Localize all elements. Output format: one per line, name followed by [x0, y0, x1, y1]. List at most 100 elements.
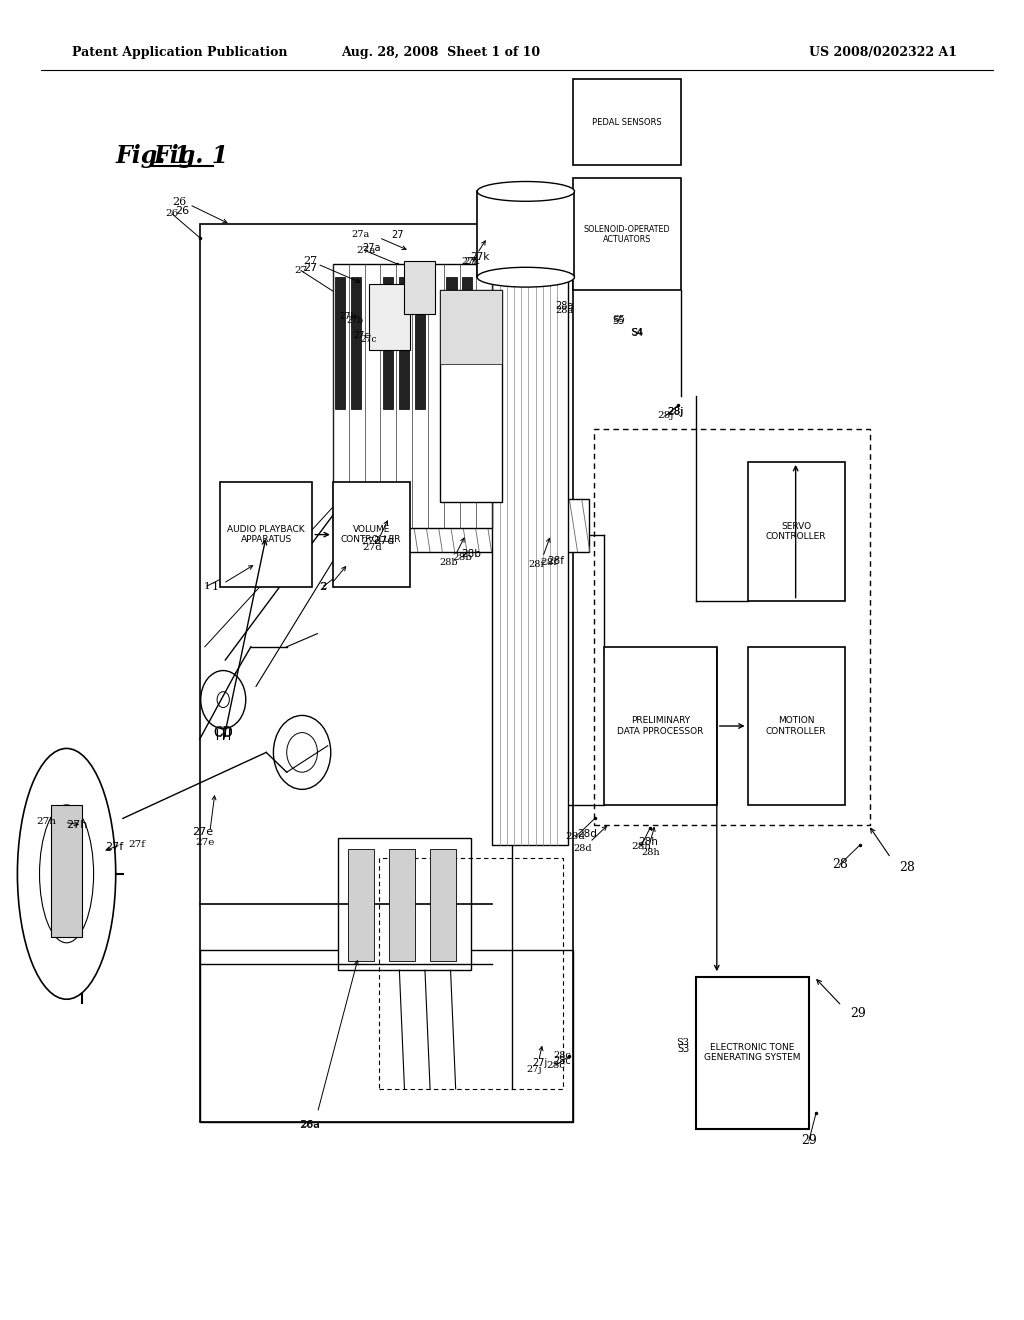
Bar — [430, 849, 456, 961]
Text: 28d: 28d — [573, 845, 592, 853]
Text: 28a: 28a — [555, 306, 573, 314]
Text: 28h: 28h — [641, 849, 659, 857]
Text: PRELIMINARY
DATA PPROCESSOR: PRELIMINARY DATA PPROCESSOR — [617, 717, 703, 735]
Text: 27d: 27d — [362, 544, 383, 552]
Bar — [440, 290, 502, 502]
Text: 28h: 28h — [631, 842, 651, 850]
Bar — [573, 178, 681, 290]
Text: 27c: 27c — [360, 335, 377, 343]
Text: 27f: 27f — [105, 842, 124, 853]
Text: 27j: 27j — [526, 1065, 543, 1073]
Bar — [604, 647, 717, 805]
Text: 27b: 27b — [347, 317, 364, 325]
Bar — [398, 277, 409, 409]
Text: S5: S5 — [612, 315, 625, 326]
Bar — [477, 191, 574, 277]
Text: 27a: 27a — [356, 247, 375, 255]
Text: 27h: 27h — [67, 820, 87, 830]
Text: Fig. 1: Fig. 1 — [154, 144, 228, 168]
Text: 28d: 28d — [577, 829, 597, 840]
Bar — [51, 805, 82, 937]
Text: S4: S4 — [631, 329, 643, 337]
Text: 28b: 28b — [461, 549, 481, 560]
Bar — [348, 849, 374, 961]
Text: 29: 29 — [850, 1007, 865, 1020]
Text: 29: 29 — [801, 1134, 817, 1147]
Text: 28a: 28a — [555, 301, 573, 312]
Bar — [333, 264, 492, 528]
Bar — [369, 284, 410, 350]
Text: 26: 26 — [175, 206, 189, 216]
Bar — [389, 849, 415, 961]
Text: 27: 27 — [303, 256, 317, 267]
Text: 27e: 27e — [196, 838, 214, 846]
Text: S5: S5 — [612, 315, 625, 323]
Text: 27a: 27a — [351, 231, 370, 239]
Text: 1: 1 — [204, 582, 210, 590]
Text: 27j: 27j — [532, 1057, 547, 1068]
Bar — [696, 977, 809, 1129]
Text: 26a: 26a — [299, 1119, 319, 1130]
Text: 28c: 28c — [553, 1056, 571, 1067]
Bar — [200, 950, 573, 1122]
Bar — [351, 277, 361, 409]
Text: 1: 1 — [212, 582, 218, 593]
Text: MOTION
CONTROLLER: MOTION CONTROLLER — [766, 717, 826, 735]
Text: 28j: 28j — [668, 407, 684, 417]
Text: 27f: 27f — [128, 841, 145, 849]
Bar — [748, 647, 845, 805]
Bar — [748, 462, 845, 601]
Text: S3: S3 — [677, 1039, 689, 1047]
Text: 28b: 28b — [439, 558, 458, 566]
Text: 28j: 28j — [657, 412, 674, 420]
Text: 28d: 28d — [565, 833, 586, 841]
Text: 28c: 28c — [553, 1052, 571, 1060]
Text: US 2008/0202322 A1: US 2008/0202322 A1 — [809, 46, 957, 59]
Text: 28f: 28f — [528, 561, 545, 569]
Bar — [220, 482, 312, 587]
Text: 26a: 26a — [301, 1121, 319, 1129]
Text: Patent Application Publication: Patent Application Publication — [72, 46, 287, 59]
Text: 28f: 28f — [541, 558, 557, 566]
Text: 26: 26 — [172, 197, 186, 207]
Text: 27c: 27c — [353, 331, 370, 339]
Bar — [343, 499, 589, 552]
Text: 2: 2 — [321, 582, 327, 590]
Bar — [335, 277, 345, 409]
Bar — [379, 858, 563, 1089]
Bar — [446, 277, 457, 409]
Text: 27d: 27d — [374, 536, 394, 546]
Text: 27: 27 — [391, 230, 403, 240]
Ellipse shape — [40, 805, 93, 942]
Text: AUDIO PLAYBACK
APPARATUS: AUDIO PLAYBACK APPARATUS — [227, 525, 305, 544]
Bar — [415, 277, 425, 409]
Ellipse shape — [17, 748, 116, 999]
Bar — [492, 251, 568, 845]
Text: 27d: 27d — [361, 537, 382, 545]
Text: SOLENOID-OPERATED
ACTUATORS: SOLENOID-OPERATED ACTUATORS — [584, 224, 671, 244]
Bar — [594, 429, 870, 825]
Text: 28f: 28f — [548, 556, 564, 566]
Text: 28c: 28c — [547, 1061, 565, 1069]
Text: CD: CD — [213, 727, 233, 741]
Text: 27a: 27a — [362, 243, 381, 253]
Text: SERVO
CONTROLLER: SERVO CONTROLLER — [766, 521, 826, 541]
Bar — [383, 277, 393, 409]
Ellipse shape — [477, 267, 574, 288]
Text: Fig. 1: Fig. 1 — [116, 144, 191, 168]
Text: 28b: 28b — [452, 553, 472, 561]
Bar — [573, 79, 681, 165]
Text: 26: 26 — [166, 210, 178, 218]
Text: 27e: 27e — [193, 826, 213, 837]
Bar — [200, 224, 573, 1122]
Ellipse shape — [477, 181, 574, 202]
Bar — [333, 482, 410, 587]
Text: S4: S4 — [632, 327, 644, 338]
Text: 27: 27 — [303, 263, 317, 273]
Text: 27b: 27b — [340, 313, 356, 321]
Text: Aug. 28, 2008  Sheet 1 of 10: Aug. 28, 2008 Sheet 1 of 10 — [341, 46, 540, 59]
Text: 28h: 28h — [638, 837, 658, 847]
Text: 28j: 28j — [668, 408, 684, 416]
Bar — [404, 261, 435, 314]
Text: 27k: 27k — [471, 252, 489, 263]
